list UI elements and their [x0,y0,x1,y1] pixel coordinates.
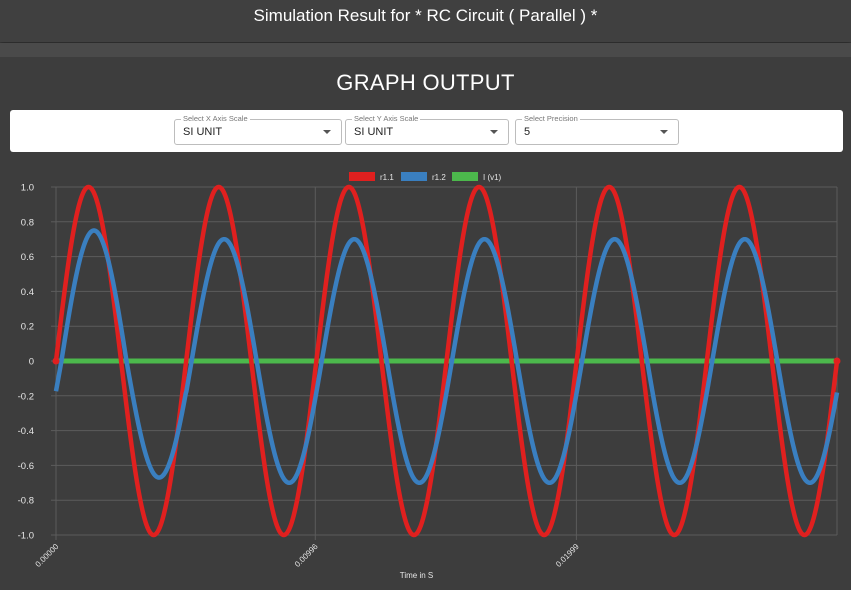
y-axis-scale-label: Select Y Axis Scale [352,114,421,123]
y-tick-label: 0 [29,357,34,368]
x-axis-scale-value: SI UNIT [183,126,223,138]
y-axis-ticks: 1.0 0.8 0.6 0.4 0.2 0 -0.2 -0.4 -0.6 -0.8 -1.0 [18,183,34,542]
y-tick-label: -0.6 [18,461,34,472]
series-line-r1-2 [53,228,840,486]
y-axis-scale-value: SI UNIT [354,126,394,138]
legend-swatch[interactable] [452,172,478,181]
y-tick-label: 1.0 [21,183,34,194]
y-axis-scale-select[interactable]: Select Y Axis Scale SI UNIT [345,114,509,145]
y-tick-label: 0.4 [21,287,34,298]
x-tick-label: 0.00996 [293,542,320,569]
x-tick-label: 0.00000 [34,542,61,569]
series-line-r1-1 [53,184,840,538]
chart-series [52,184,841,538]
chevron-down-icon[interactable] [660,130,668,134]
chevron-down-icon[interactable] [490,130,498,134]
precision-value: 5 [524,126,531,138]
precision-label: Select Precision [522,114,580,123]
legend-label[interactable]: r1.2 [432,173,446,182]
legend-label[interactable]: I (v1) [483,173,502,182]
y-tick-label: 0.8 [21,217,34,228]
precision-select[interactable]: Select Precision 5 [515,114,679,145]
x-axis-scale-select[interactable]: Select X Axis Scale SI UNIT [174,114,342,145]
y-tick-label: -0.2 [18,391,34,402]
x-axis-label: Time in S [400,571,434,580]
legend-swatch[interactable] [401,172,427,181]
header-bar: Simulation Result for * RC Circuit ( Par… [0,0,851,42]
page-title: Simulation Result for * RC Circuit ( Par… [253,6,598,25]
x-axis-ticks: 0.00000 0.00996 0.01999 [34,542,582,569]
series-point [52,357,60,365]
y-tick-label: -1.0 [18,531,34,542]
x-axis-scale-label: Select X Axis Scale [181,114,250,123]
legend-swatch[interactable] [349,172,375,181]
chart-legend: r1.1 r1.2 I (v1) [349,172,502,182]
graph-heading: GRAPH OUTPUT [336,70,515,95]
chevron-down-icon[interactable] [323,130,331,134]
y-tick-label: -0.4 [18,426,34,437]
series-point [833,357,841,365]
y-tick-label: 0.2 [21,322,34,333]
graph-controls: Select X Axis Scale SI UNIT Select Y Axi… [10,110,843,152]
y-tick-label: -0.8 [18,496,34,507]
x-tick-label: 0.01999 [554,542,581,569]
divider-strip [0,43,851,57]
y-tick-label: 0.6 [21,252,34,263]
legend-label[interactable]: r1.1 [380,173,394,182]
